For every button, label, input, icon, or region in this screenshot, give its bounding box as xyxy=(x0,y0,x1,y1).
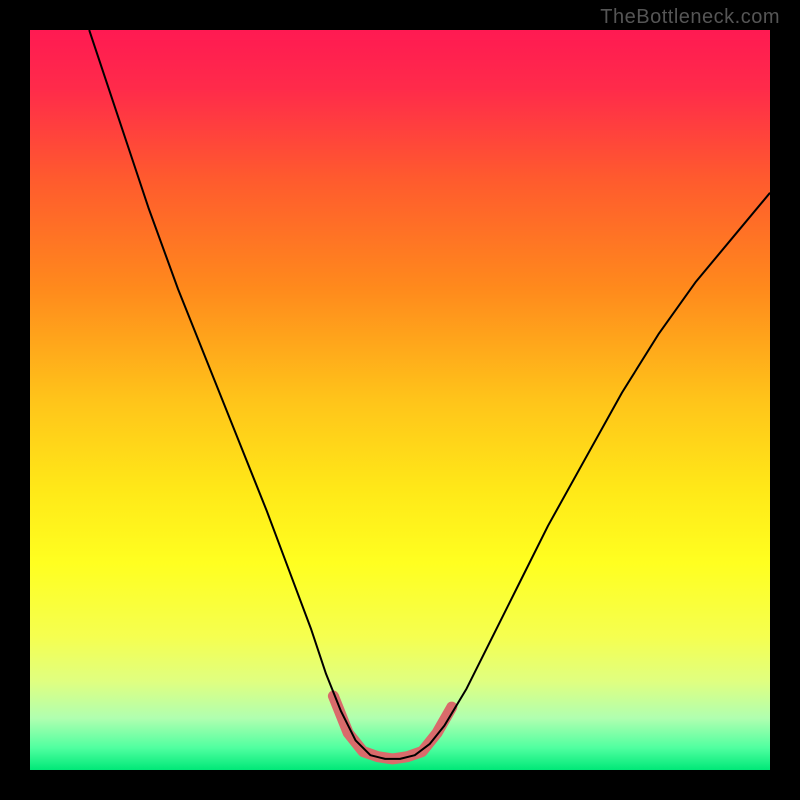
bottleneck-chart xyxy=(30,30,770,770)
gradient-background xyxy=(30,30,770,770)
watermark-text: TheBottleneck.com xyxy=(600,6,780,29)
